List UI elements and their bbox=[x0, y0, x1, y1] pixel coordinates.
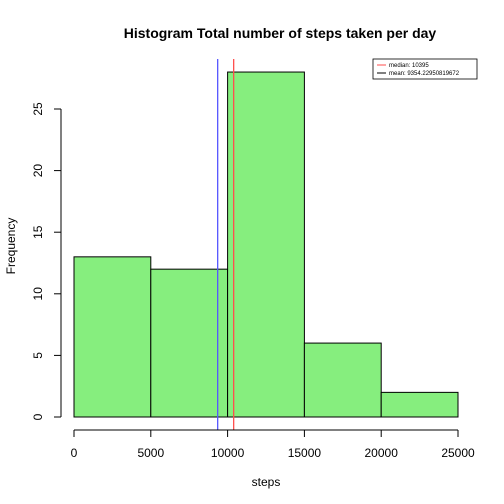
legend-box bbox=[372, 58, 478, 80]
x-tick-label-5: 25000 bbox=[441, 446, 475, 460]
x-tick-label-1: 5000 bbox=[137, 446, 164, 460]
y-tick-label-4: 20 bbox=[31, 164, 45, 178]
legend-label-0: median: 10395 bbox=[389, 63, 429, 69]
y-tick-label-2: 10 bbox=[31, 287, 45, 301]
bars-group bbox=[73, 71, 459, 418]
y-axis-label: Frequency bbox=[4, 218, 18, 275]
y-tick-label-3: 15 bbox=[31, 225, 45, 239]
legend: median: 10395 mean: 9354.22950819672 bbox=[372, 58, 478, 80]
x-tick-label-4: 20000 bbox=[365, 446, 399, 460]
histogram-bar-4 bbox=[380, 391, 459, 418]
y-tick-label-0: 0 bbox=[31, 413, 45, 420]
histogram-bar-0 bbox=[73, 256, 152, 418]
x-tick-label-3: 15000 bbox=[288, 446, 322, 460]
x-axis: 0 5000 10000 15000 20000 25000 bbox=[71, 429, 475, 460]
histogram-bar-1 bbox=[150, 268, 229, 418]
x-axis-label: steps bbox=[252, 475, 281, 489]
y-tick-label-5: 25 bbox=[31, 102, 45, 116]
histogram-bar-3 bbox=[303, 342, 382, 418]
x-tick-label-0: 0 bbox=[71, 446, 78, 460]
y-tick-label-1: 5 bbox=[31, 352, 45, 359]
x-tick-label-2: 10000 bbox=[211, 446, 245, 460]
legend-label-1: mean: 9354.22950819672 bbox=[389, 71, 460, 77]
histogram-bar-2 bbox=[227, 71, 305, 418]
y-axis: 0 5 10 15 20 25 bbox=[31, 102, 62, 420]
chart-title: Histogram Total number of steps taken pe… bbox=[124, 25, 437, 41]
reference-lines-group bbox=[217, 59, 235, 430]
